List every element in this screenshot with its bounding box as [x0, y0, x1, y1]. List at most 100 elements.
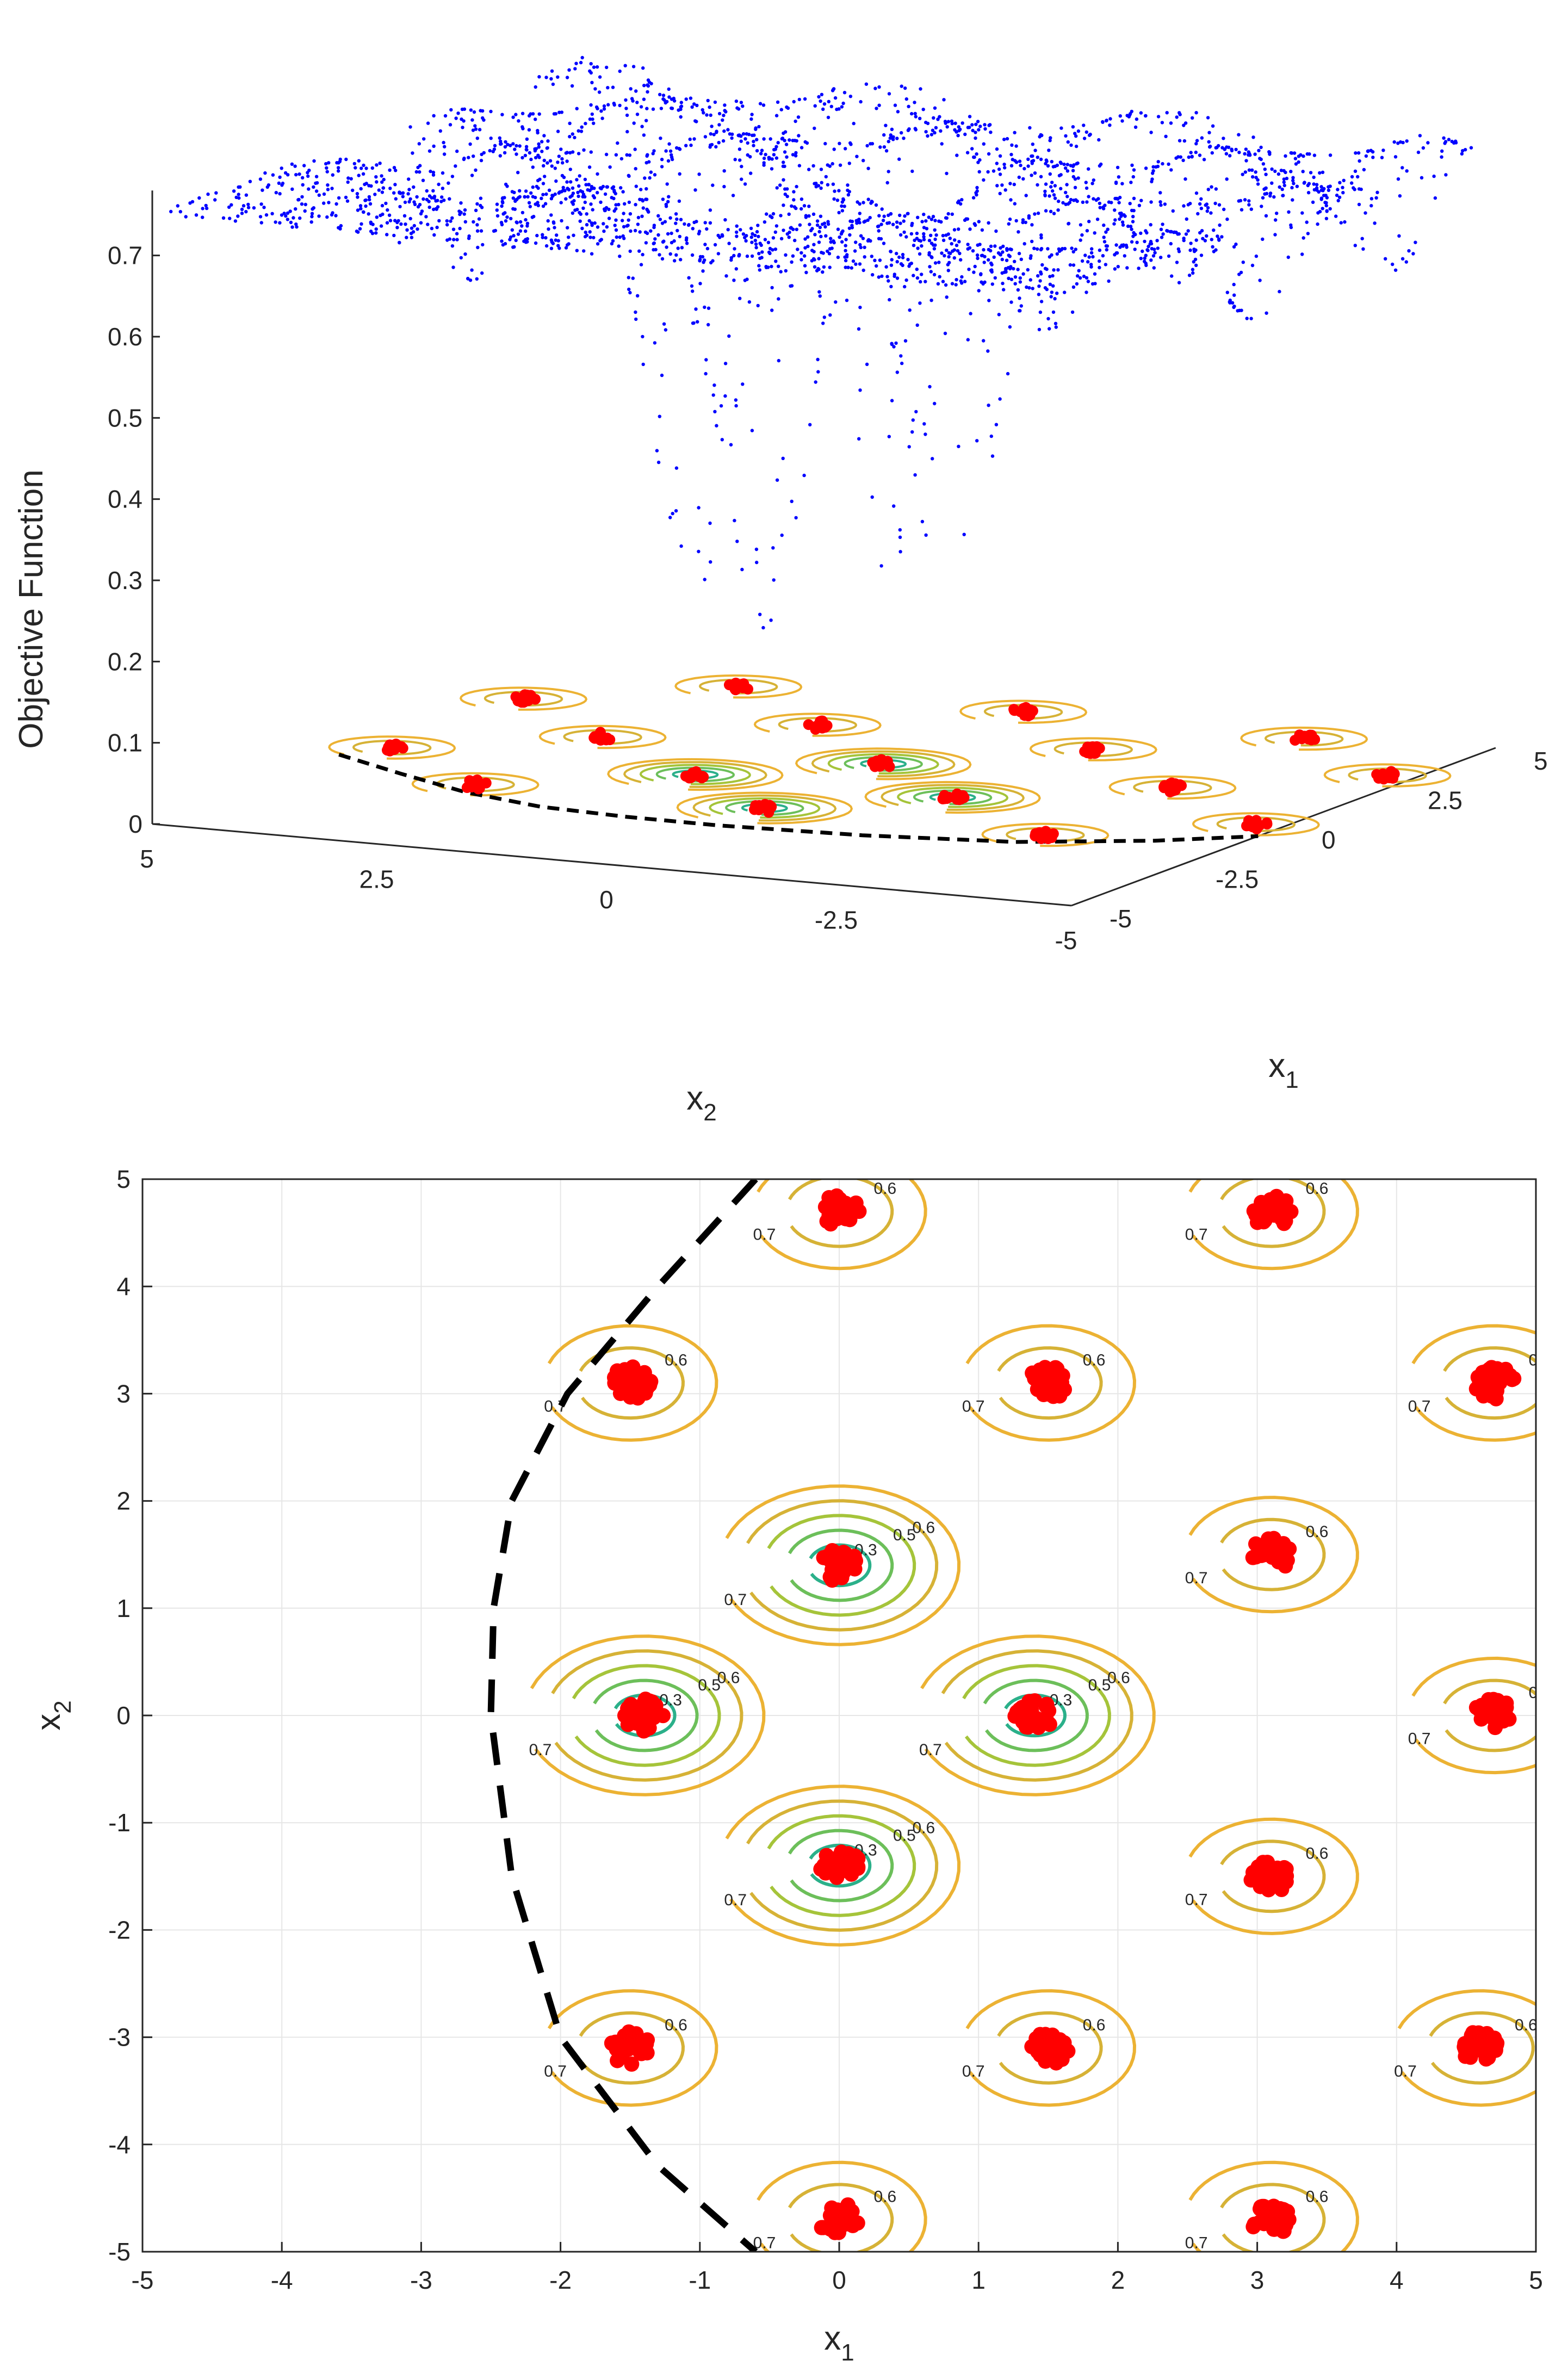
surface-point [1053, 196, 1057, 200]
contour-label: 0.6 [873, 2188, 896, 2206]
surface-point [470, 174, 474, 177]
surface-point [1036, 156, 1040, 159]
surface-point [1036, 183, 1039, 187]
surface-point [821, 107, 825, 111]
surface-point [843, 255, 847, 259]
surface-point [749, 171, 753, 175]
surface-point [706, 323, 710, 327]
floor-contour-line [753, 713, 882, 737]
surface-point [900, 131, 903, 135]
surface-point [493, 144, 497, 147]
surface-point [325, 215, 329, 219]
surface-point [660, 165, 664, 169]
surface-point [1401, 140, 1405, 145]
surface-point [741, 232, 746, 236]
surface-point [1105, 119, 1108, 122]
surface-point [679, 104, 684, 108]
surface-point [325, 170, 329, 174]
surface-point [913, 473, 917, 477]
surface-point [755, 138, 759, 141]
surface-point [1137, 267, 1141, 270]
surface-point [668, 516, 672, 519]
surface-point [922, 213, 926, 216]
surface-point [402, 214, 407, 218]
surface-point [734, 267, 739, 271]
surface-point [590, 80, 594, 84]
surface-point [889, 212, 893, 216]
surface-point [629, 87, 633, 91]
surface-point [952, 256, 957, 260]
surface-point [416, 227, 419, 231]
surface-point [879, 222, 883, 226]
surface-point [841, 197, 845, 201]
surface-point [461, 126, 464, 129]
surface-point [885, 275, 889, 278]
surface-point [770, 308, 774, 312]
surface-point [301, 183, 305, 187]
surface-point [1214, 146, 1218, 150]
surface-point [602, 107, 606, 111]
surface-point [1022, 242, 1026, 246]
surface-point [499, 142, 503, 146]
surface-point [1151, 165, 1155, 169]
surface-point [1278, 289, 1281, 294]
surface-point [710, 125, 714, 128]
surface-point [454, 164, 457, 168]
surface-point [480, 271, 484, 275]
surface-point [474, 168, 478, 172]
surface-point [1247, 168, 1251, 172]
surface-point [658, 414, 662, 418]
floor-contour-line [795, 747, 972, 780]
surface-point [973, 264, 977, 269]
surface-point [500, 204, 504, 208]
surface-point [749, 236, 754, 239]
surface-point [982, 248, 986, 252]
contour-label: 0.6 [1529, 1351, 1552, 1369]
surface-point [943, 331, 947, 336]
floor-contour-line [1264, 730, 1344, 747]
surface-point [577, 129, 580, 133]
surface-point [891, 135, 895, 139]
surface-point [1145, 231, 1149, 235]
surface-point [989, 268, 993, 272]
surface-point [1380, 156, 1384, 159]
minimum-point [1056, 2035, 1072, 2050]
surface-point [236, 214, 240, 218]
surface-point [865, 144, 869, 148]
surface-point [701, 269, 705, 273]
surface-point [221, 216, 226, 220]
surface-point [795, 139, 798, 143]
surface-point [946, 269, 951, 272]
surface-point [983, 255, 987, 258]
surface-point [735, 224, 739, 228]
surface-point [952, 228, 957, 232]
surface-point [634, 184, 639, 188]
surface-point [817, 290, 821, 294]
surface-point [263, 171, 267, 175]
surface-point [1019, 163, 1022, 168]
surface-point [524, 189, 528, 193]
surface-point [674, 221, 678, 225]
surface-point [1024, 220, 1028, 225]
surface-point [1325, 209, 1329, 213]
floor-contour-line [1240, 726, 1368, 751]
surface-point [1267, 150, 1271, 154]
surface-point [1273, 233, 1277, 237]
surface-point [781, 456, 785, 460]
surface-point [960, 198, 964, 202]
surface-point [546, 161, 549, 165]
minimum-point [643, 1373, 659, 1389]
surface-point [360, 222, 363, 226]
surface-point [1105, 248, 1109, 252]
surface-point [534, 156, 538, 160]
surface-point [425, 189, 429, 193]
surface-point [807, 205, 811, 208]
surface-point [561, 189, 565, 193]
surface-point [800, 146, 804, 150]
surface-point [882, 145, 887, 149]
minimum-point [1256, 1547, 1272, 1563]
minimum-point-3d [1309, 734, 1321, 745]
minimum-point [612, 2047, 628, 2062]
surface-3d-plot: 00.10.20.30.40.50.60.752.50-2.5-5-5-2.50… [13, 55, 1548, 1126]
surface-point [458, 226, 462, 231]
